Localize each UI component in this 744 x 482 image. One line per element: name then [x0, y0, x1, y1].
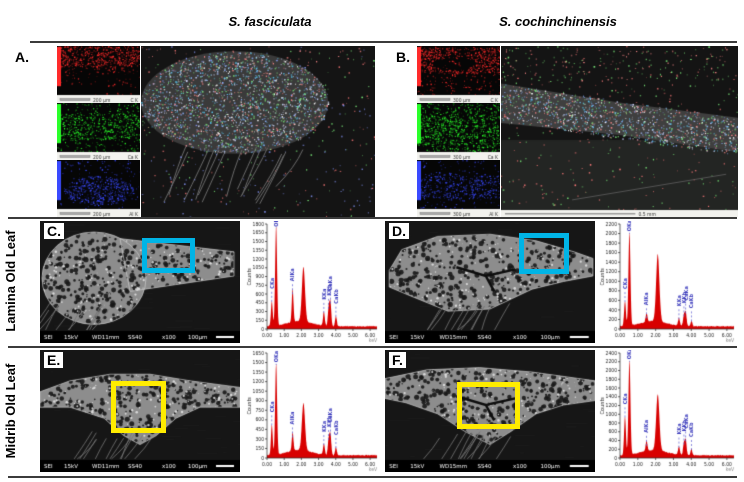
eds-spectrum-f [598, 350, 740, 472]
roi-box-f [457, 382, 520, 429]
divider-row2-row3 [8, 346, 737, 348]
eds-spectrum-e [245, 350, 383, 472]
roi-box-c [142, 238, 195, 273]
panel-label-f: F. [389, 352, 406, 368]
row-label-lamina-old-leaf: Lamina Old Leaf [3, 216, 23, 346]
divider-top [30, 41, 737, 43]
eds-spectrum-d [598, 221, 740, 343]
panel-label-e: E. [44, 352, 63, 368]
element-map-b-cak [417, 103, 500, 160]
panel-label-a: A. [15, 49, 29, 65]
eds-spectrum-c [245, 221, 383, 343]
element-map-b-alk [417, 160, 500, 217]
figure-root: S. fasciculata S. cochinchinensis A. B. … [0, 0, 744, 482]
roi-box-e [111, 381, 166, 433]
element-map-a-cak [57, 103, 140, 160]
sem-image-c [40, 221, 240, 343]
element-map-a-ck [57, 46, 140, 103]
panel-label-d: D. [389, 223, 409, 239]
species-header-right: S. cochinchinensis [398, 14, 718, 29]
row-label-midrib-old-leaf: Midrib Old Leaf [3, 346, 23, 476]
composite-overlay-b [501, 46, 738, 217]
element-map-a-alk [57, 160, 140, 217]
element-map-b-ck [417, 46, 500, 103]
composite-overlay-a [141, 46, 375, 217]
species-header-left: S. fasciculata [100, 14, 440, 29]
divider-row1-row2 [8, 217, 737, 219]
panel-label-b: B. [396, 49, 410, 65]
divider-bottom [8, 476, 737, 478]
roi-box-d [519, 233, 569, 274]
panel-label-c: C. [44, 223, 64, 239]
